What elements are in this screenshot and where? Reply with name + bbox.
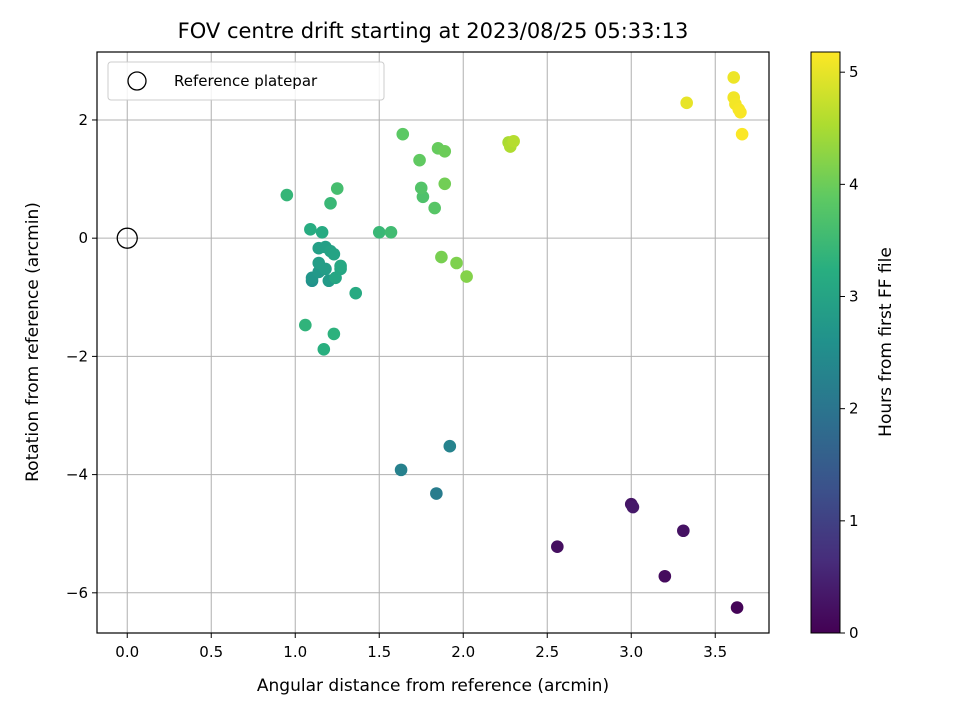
data-point [438, 144, 452, 158]
data-point [680, 96, 693, 110]
colorbar-tick-label: 4 [849, 175, 859, 193]
data-point [734, 105, 747, 119]
legend-label-reference: Reference platepar [174, 72, 318, 90]
data-point [730, 601, 744, 614]
chart-title: FOV centre drift starting at 2023/08/25 … [178, 19, 689, 43]
grid-lines [97, 52, 769, 633]
colorbar-tick-label: 2 [849, 400, 859, 418]
x-tick-label: 1.0 [283, 643, 307, 661]
y-tick-label: 2 [78, 111, 88, 129]
x-tick-label: 2.0 [451, 643, 475, 661]
data-point [394, 463, 408, 477]
data-point [315, 225, 329, 239]
data-point [727, 71, 741, 84]
data-point [430, 487, 443, 500]
y-tick-label: −6 [66, 584, 88, 602]
colorbar-tick-label: 5 [849, 63, 859, 81]
data-point [428, 201, 441, 215]
data-point [435, 250, 448, 264]
colorbar-tick-label: 3 [849, 288, 859, 306]
data-point [396, 127, 410, 141]
data-point [443, 439, 457, 453]
reference-platepar-marker [116, 227, 138, 249]
data-point [450, 256, 463, 270]
data-point [317, 342, 331, 356]
data-point [460, 270, 473, 283]
y-tick-label: 0 [78, 229, 88, 247]
y-tick-label: −4 [66, 466, 88, 484]
data-point [334, 259, 347, 273]
data-point [312, 256, 326, 270]
data-point [626, 500, 640, 514]
data-point [349, 286, 363, 300]
colorbar-label: Hours from first FF file [876, 247, 896, 437]
x-tick-label: 0.5 [199, 643, 223, 661]
legend-reference-marker [127, 71, 147, 91]
plot-frame [96, 51, 770, 634]
x-axis-label: Angular distance from reference (arcmin) [257, 676, 609, 696]
data-point [507, 134, 520, 148]
x-tick-label: 2.5 [535, 643, 559, 661]
x-tick-label: 3.0 [619, 643, 643, 661]
data-point [327, 327, 341, 341]
data-point [384, 225, 398, 239]
data-point [327, 247, 341, 261]
legend: Reference platepar [107, 61, 385, 101]
y-axis-label: Rotation from reference (arcmin) [23, 202, 43, 482]
data-point [677, 524, 690, 538]
data-point [330, 182, 344, 195]
data-point [324, 197, 337, 210]
data-point [414, 181, 428, 195]
y-tick-label: −2 [66, 347, 88, 365]
data-point [280, 188, 294, 202]
data-point [658, 569, 672, 583]
data-point [372, 225, 386, 239]
data-point [735, 127, 749, 141]
data-point [299, 318, 312, 332]
x-tick-label: 3.5 [703, 643, 727, 661]
x-tick-label: 1.5 [367, 643, 391, 661]
colorbar [810, 51, 841, 634]
colorbar-tick-label: 1 [849, 512, 859, 530]
x-tick-label: 0.0 [115, 643, 139, 661]
data-point [413, 153, 426, 167]
data-point [551, 540, 564, 554]
data-point [304, 223, 317, 236]
data-point [438, 177, 452, 191]
colorbar-tick-label: 0 [849, 624, 859, 642]
